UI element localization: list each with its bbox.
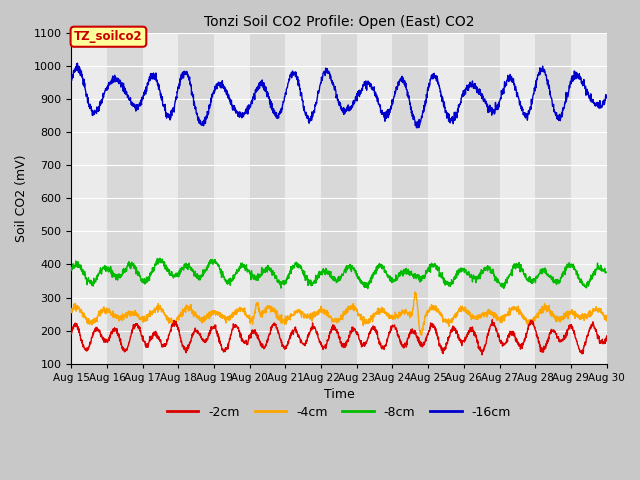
Bar xyxy=(428,33,464,364)
Bar xyxy=(214,33,250,364)
Bar xyxy=(392,33,428,364)
Bar xyxy=(356,33,392,364)
Legend: -2cm, -4cm, -8cm, -16cm: -2cm, -4cm, -8cm, -16cm xyxy=(162,401,516,424)
Y-axis label: Soil CO2 (mV): Soil CO2 (mV) xyxy=(15,155,28,242)
Bar xyxy=(535,33,571,364)
Bar xyxy=(179,33,214,364)
Bar xyxy=(571,33,607,364)
Bar xyxy=(143,33,179,364)
Bar xyxy=(250,33,285,364)
Bar xyxy=(321,33,356,364)
Bar xyxy=(285,33,321,364)
Text: TZ_soilco2: TZ_soilco2 xyxy=(74,30,143,43)
Bar xyxy=(107,33,143,364)
X-axis label: Time: Time xyxy=(324,388,355,401)
Bar xyxy=(500,33,535,364)
Bar xyxy=(71,33,107,364)
Bar xyxy=(464,33,500,364)
Title: Tonzi Soil CO2 Profile: Open (East) CO2: Tonzi Soil CO2 Profile: Open (East) CO2 xyxy=(204,15,474,29)
